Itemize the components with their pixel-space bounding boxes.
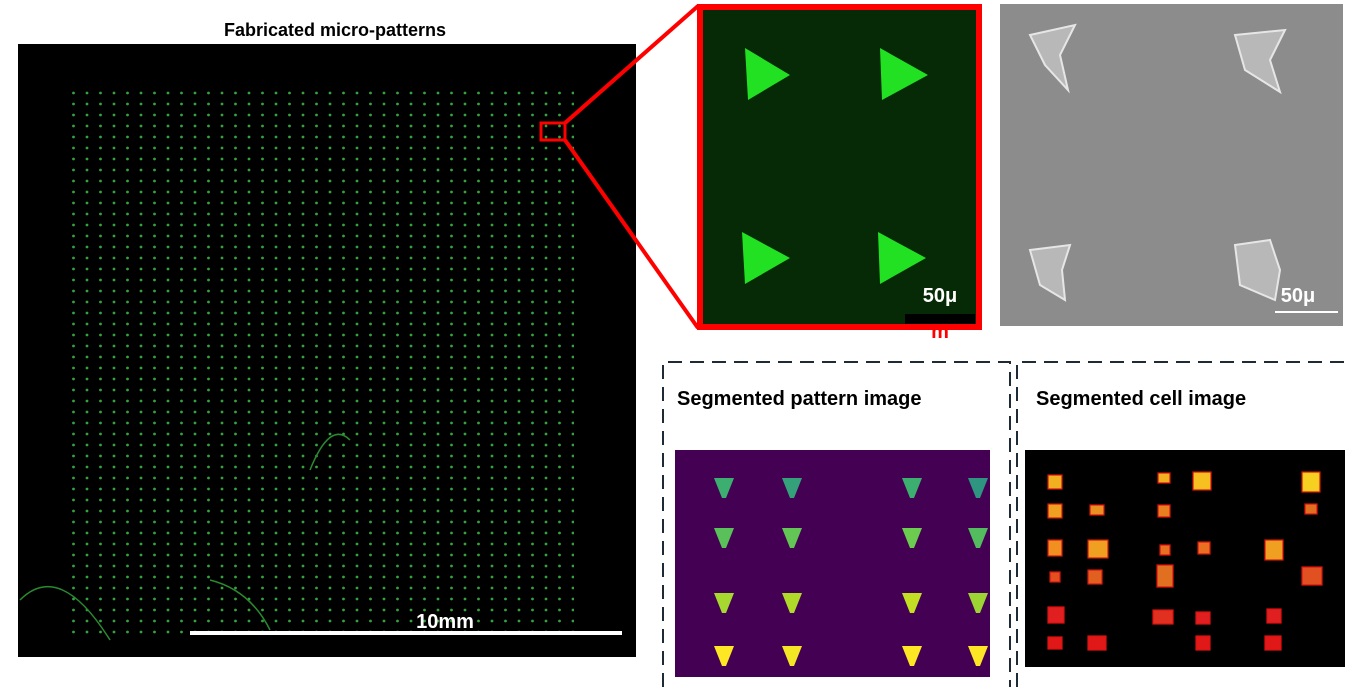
- scale-label: 50μ: [923, 285, 957, 307]
- cell-title: Segmented cell image: [1036, 388, 1246, 410]
- segmented-cell-image: [1025, 450, 1345, 667]
- pattern-title: Segmented pattern image: [677, 388, 922, 410]
- fluorescence-image: [700, 7, 979, 327]
- pattern-grid: [62, 88, 574, 640]
- overview-title: Fabricated micro-patterns: [224, 20, 446, 40]
- scale-label: 50μ: [1281, 285, 1315, 307]
- figure: Fabricated micro-patterns 10mm 50μ m 50μ…: [0, 0, 1348, 687]
- scale-label: 10mm: [416, 611, 474, 633]
- scale-label: m: [1282, 320, 1298, 340]
- scale-label: m: [931, 321, 949, 343]
